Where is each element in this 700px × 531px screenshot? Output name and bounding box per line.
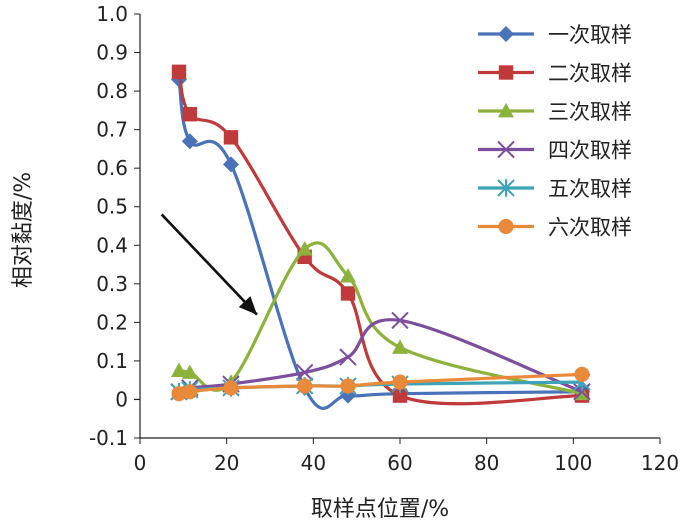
data-point: [181, 133, 198, 150]
y-tick-label: 0: [115, 387, 128, 411]
legend-item: 五次取样: [478, 177, 632, 201]
data-point: [182, 107, 198, 122]
data-point: [339, 348, 357, 366]
legend-label: 二次取样: [548, 62, 632, 86]
legend-item: 一次取样: [478, 23, 632, 47]
series-2: [171, 64, 590, 406]
data-point: [392, 374, 408, 390]
x-axis-title: 取样点位置/%: [311, 497, 449, 522]
y-tick-label: 0.5: [96, 195, 128, 219]
series-line-3: [178, 241, 583, 396]
legend-marker: [497, 140, 515, 159]
data-point-stroke: [391, 311, 409, 330]
data-point: [171, 362, 187, 377]
data-point-stroke: [295, 363, 314, 382]
legend-item: 三次取样: [478, 100, 632, 124]
data-point: [574, 366, 590, 382]
x-tick-label: 120: [641, 451, 679, 475]
series-line-1: [177, 79, 583, 410]
data-point: [171, 64, 187, 80]
legend-label: 一次取样: [548, 23, 632, 47]
data-point: [182, 384, 198, 400]
x-tick-label: 40: [301, 451, 326, 475]
data-point: [340, 378, 356, 394]
series-layer: [170, 64, 591, 410]
legend-marker: [498, 26, 514, 42]
legend-item: 二次取样: [478, 62, 632, 86]
y-tick-label: 1.0: [96, 2, 128, 26]
data-point: [392, 339, 408, 354]
data-point: [296, 241, 313, 256]
series-1: [171, 71, 590, 410]
series-line-2: [177, 71, 583, 406]
x-tick-label: 60: [387, 451, 412, 475]
annotation-arrow: [160, 213, 258, 316]
data-point: [223, 380, 239, 396]
legend-label: 四次取样: [548, 139, 632, 163]
legend-marker-stroke: [497, 140, 515, 159]
data-point: [392, 388, 408, 403]
y-tick-label: 0.3: [96, 272, 128, 296]
y-tick-label: -0.1: [89, 426, 128, 450]
arrow-head: [238, 296, 257, 315]
data-point: [223, 130, 239, 145]
legend-label: 五次取样: [548, 177, 632, 201]
series-6: [171, 366, 590, 402]
legend-marker: [498, 65, 514, 80]
legend-marker: [498, 218, 514, 235]
data-point: [295, 363, 314, 382]
axes: -0.100.10.20.30.40.50.60.70.80.91.00 20 40…: [89, 2, 679, 475]
legend-label: 三次取样: [548, 100, 632, 124]
x-tick-label: 80: [474, 451, 499, 475]
y-tick-label: 0.9: [96, 41, 128, 65]
data-point: [297, 378, 313, 394]
y-tick-label: 0.6: [96, 156, 128, 180]
legend-marker: [498, 103, 514, 118]
arrow-shaft: [160, 213, 258, 316]
legend-item: 六次取样: [478, 216, 632, 240]
y-tick-label: 0.7: [96, 118, 128, 142]
x-tick-label: 20: [214, 451, 239, 475]
legend-marker: [497, 179, 515, 197]
y-tick-label: 0.2: [96, 310, 128, 334]
data-point: [223, 156, 239, 173]
y-tick-label: 0.4: [96, 233, 128, 257]
annotation-layer: [160, 213, 258, 316]
x-tick-label: 0: [134, 451, 147, 475]
data-point: [340, 286, 356, 301]
data-point: [391, 311, 409, 330]
y-tick-label: 0.8: [96, 79, 128, 103]
y-tick-label: 0.1: [96, 349, 128, 373]
data-point: [340, 268, 356, 283]
legend-item: 四次取样: [478, 139, 632, 163]
x-tick-label: 100: [554, 451, 592, 475]
legend-label: 六次取样: [548, 216, 632, 240]
data-point-stroke: [339, 348, 357, 366]
data-point: [181, 364, 198, 379]
y-axis-title: 相对黏度/%: [11, 172, 36, 288]
